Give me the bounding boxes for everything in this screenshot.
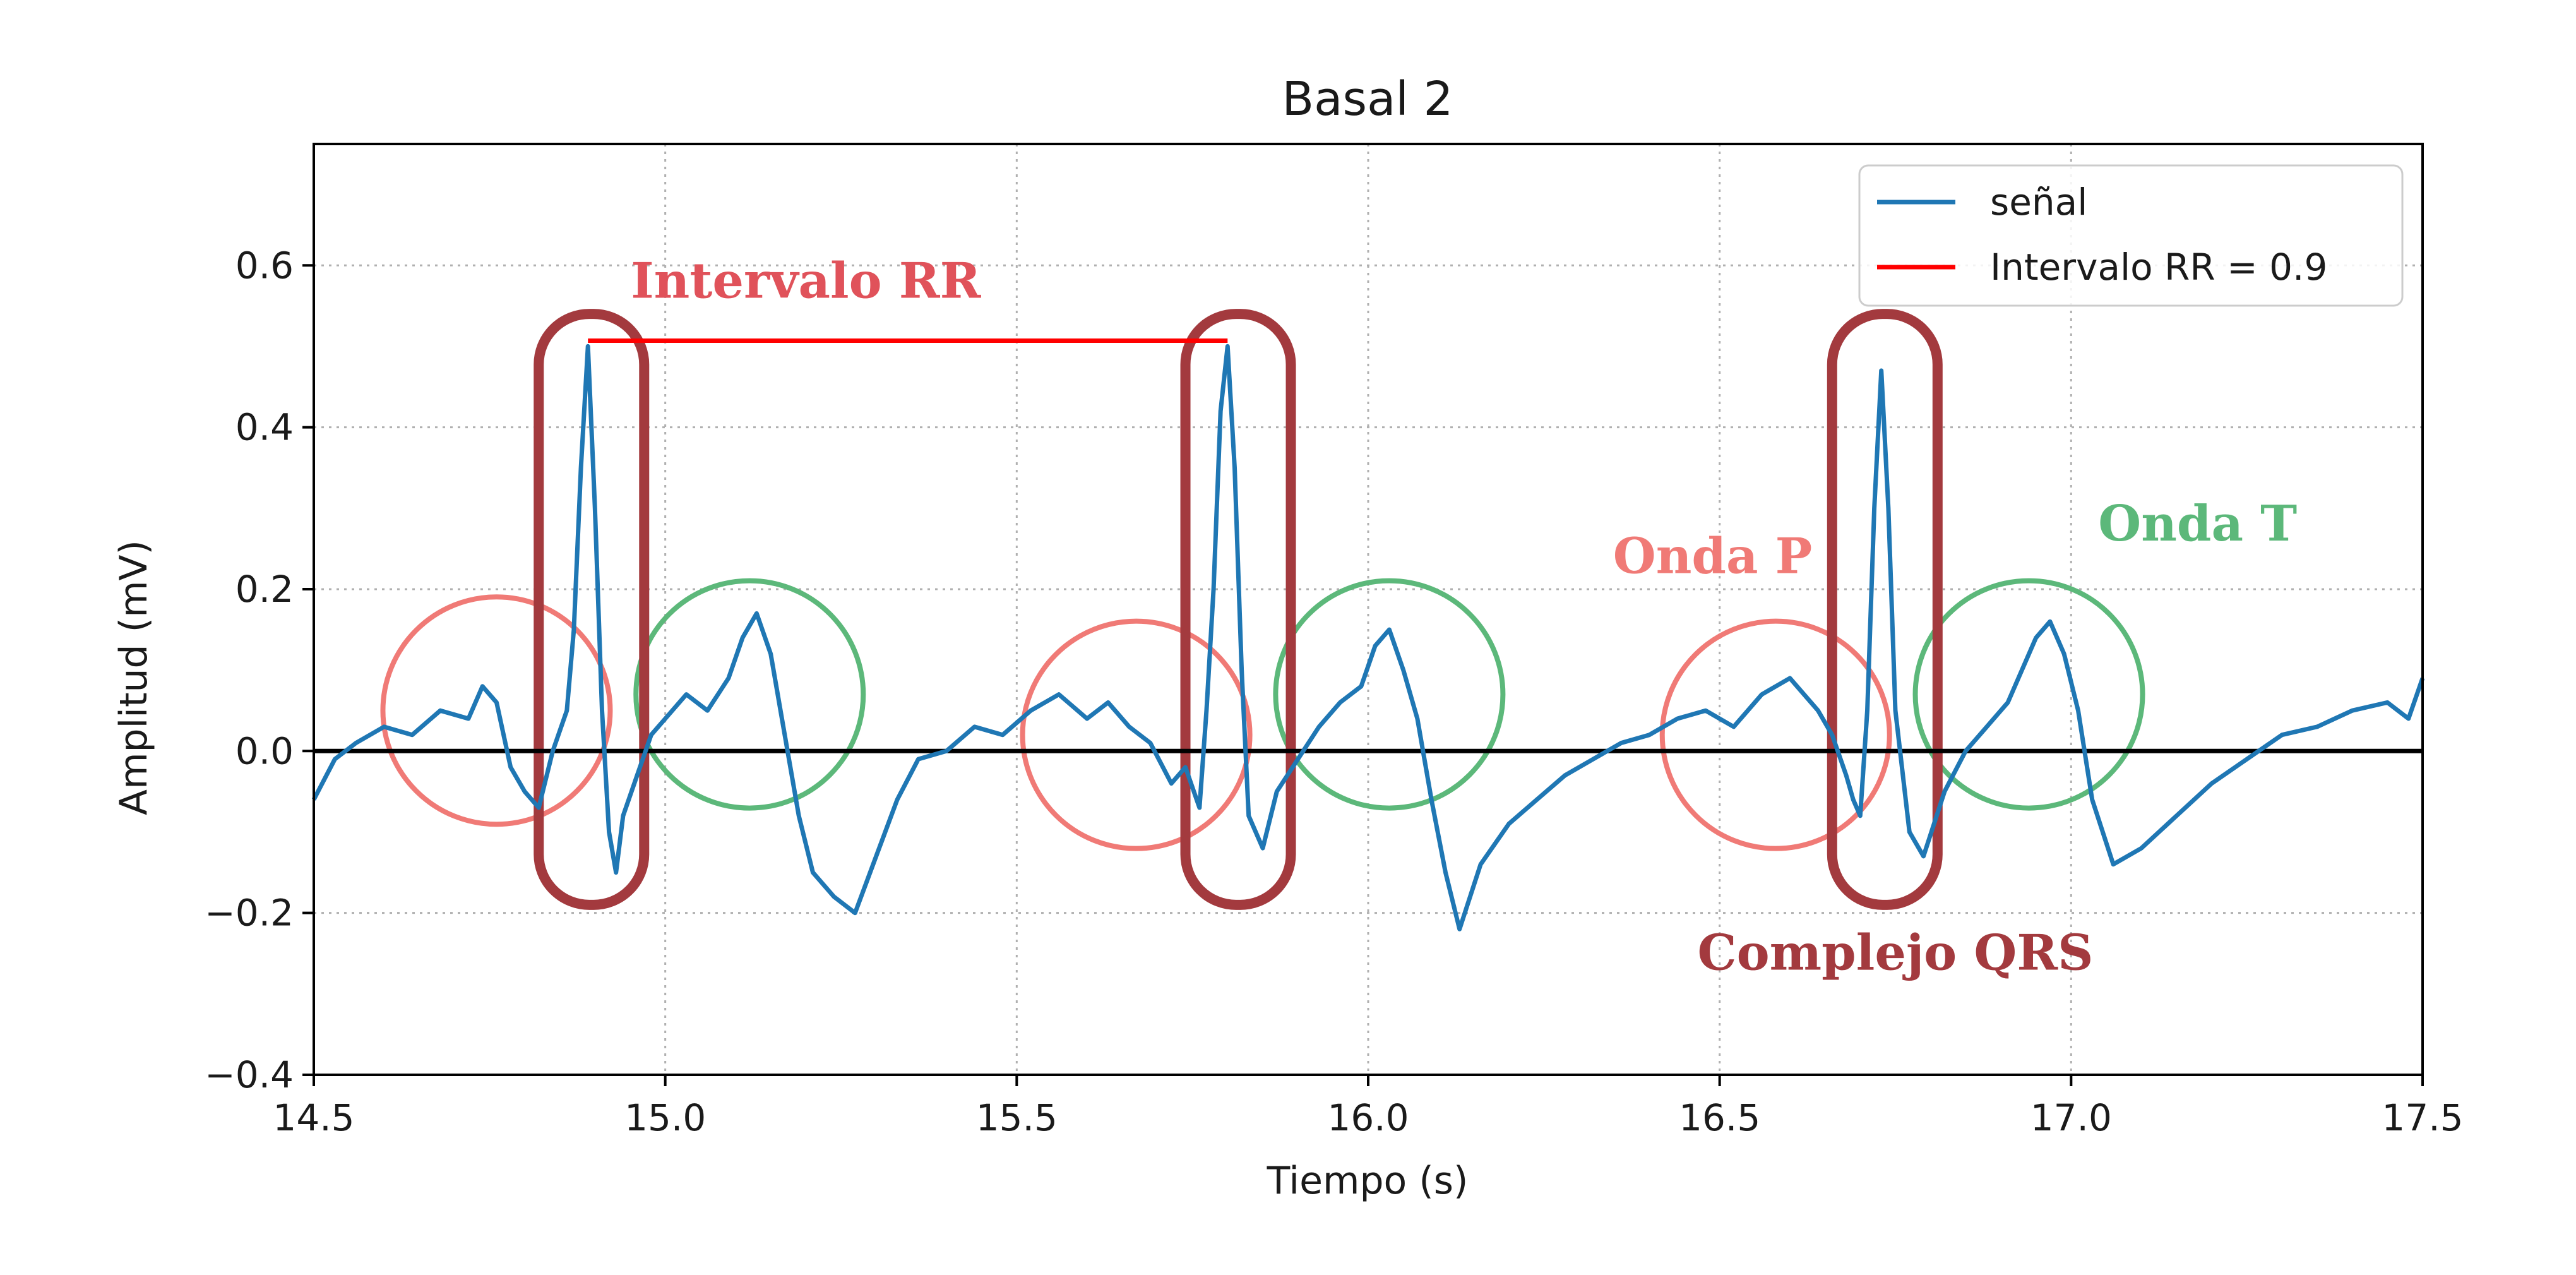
x-tick-label: 16.0	[1327, 1096, 1409, 1139]
qrs-box	[1180, 309, 1296, 910]
y-tick-label: −0.2	[205, 892, 294, 935]
y-axis: −0.4 −0.2 0.0 0.2 0.4 0.6	[205, 244, 314, 1096]
x-axis: 14.5 15.0 15.5 16.0 16.5 17.0 17.5	[273, 1075, 2464, 1139]
x-tick-label: 16.5	[1679, 1096, 1760, 1139]
annotation-regions	[380, 309, 2145, 910]
x-axis-label: Tiempo (s)	[1267, 1159, 1469, 1203]
p-wave-circle	[1020, 618, 1253, 851]
t-wave-circle	[1273, 578, 1506, 811]
p-wave-circle	[380, 594, 613, 827]
legend: señal Intervalo RR = 0.9	[1858, 164, 2404, 307]
annotation-label: Intervalo RR	[631, 253, 981, 310]
annotation-label: Complejo QRS	[1698, 924, 2094, 981]
y-tick-label: 0.0	[236, 729, 294, 772]
y-tick-label: 0.2	[236, 568, 294, 611]
y-tick-label: 0.4	[236, 406, 294, 449]
y-tick-label: 0.6	[236, 244, 294, 287]
p-wave-circle	[1659, 618, 1892, 851]
x-tick-label: 14.5	[273, 1096, 354, 1139]
ecg-signal-line	[311, 344, 2425, 931]
annotations: Intervalo RR Onda P Onda T Complejo QRS	[631, 253, 2297, 982]
legend-entry: señal	[1990, 181, 2087, 224]
chart-title: Basal 2	[1282, 72, 1453, 126]
qrs-box	[1827, 309, 1943, 910]
qrs-box	[534, 309, 650, 910]
y-tick-label: −0.4	[205, 1053, 294, 1096]
annotation-label: Onda P	[1613, 527, 1813, 585]
x-tick-label: 15.0	[624, 1096, 706, 1139]
t-wave-circle	[633, 578, 866, 811]
annotation-label: Onda T	[2098, 495, 2297, 553]
t-wave-circle	[1912, 578, 2145, 811]
y-axis-label: Amplitud (mV)	[112, 540, 156, 815]
legend-box	[1858, 164, 2404, 307]
x-tick-label: 17.0	[2030, 1096, 2112, 1139]
legend-entry: Intervalo RR = 0.9	[1990, 246, 2327, 289]
plot-area	[311, 338, 2425, 931]
x-tick-label: 17.5	[2382, 1096, 2463, 1139]
x-tick-label: 15.5	[976, 1096, 1058, 1139]
